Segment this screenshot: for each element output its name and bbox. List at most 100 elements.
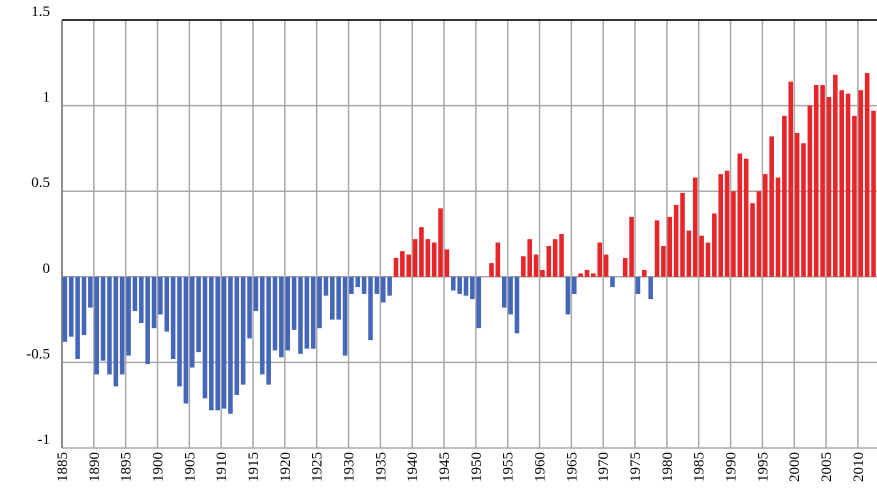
bar <box>189 276 195 368</box>
bar <box>648 276 653 300</box>
x-tick-label: 2005 <box>819 452 835 482</box>
bar <box>591 273 596 277</box>
x-tick-label: 1960 <box>533 452 549 482</box>
bar <box>431 242 437 277</box>
x-tick-label: 1915 <box>246 452 262 482</box>
bar <box>380 276 386 303</box>
bar <box>361 276 367 294</box>
x-tick-label: 1935 <box>373 452 389 482</box>
bar <box>177 276 182 387</box>
bar <box>578 273 583 277</box>
bar <box>126 276 131 356</box>
bar <box>597 242 603 277</box>
bar <box>762 174 768 277</box>
bar <box>692 177 698 277</box>
bar <box>406 254 412 277</box>
x-tick-label: 1980 <box>660 452 676 482</box>
x-tick-label: 1990 <box>724 452 740 482</box>
bar <box>355 276 361 288</box>
bar <box>769 136 774 277</box>
x-tick-label: 1995 <box>755 452 771 482</box>
bar <box>820 85 825 277</box>
bar <box>450 276 456 291</box>
bar <box>801 143 806 277</box>
y-tick-label: -1 <box>38 432 51 448</box>
bar <box>310 276 316 349</box>
bar <box>75 276 80 359</box>
bar <box>552 239 558 277</box>
bar <box>170 276 176 359</box>
bar <box>272 276 278 351</box>
bar <box>234 276 240 395</box>
bar <box>610 276 615 288</box>
bar <box>158 276 163 315</box>
bar <box>540 269 545 277</box>
x-tick-label: 1920 <box>278 452 294 482</box>
x-tick-label: 1940 <box>405 452 421 482</box>
bar <box>62 276 68 342</box>
x-tick-label: 1925 <box>310 452 326 482</box>
bar <box>546 245 552 277</box>
x-tick-label: 1900 <box>151 452 167 482</box>
bar <box>642 269 647 277</box>
bar <box>667 216 673 277</box>
bar <box>476 276 482 329</box>
bar <box>349 276 354 294</box>
x-tick-label: 2000 <box>787 452 803 482</box>
bar <box>342 276 348 356</box>
bar <box>209 276 214 411</box>
bar <box>336 276 341 320</box>
bar <box>151 276 157 329</box>
bar <box>266 276 271 385</box>
bar <box>673 204 679 277</box>
x-tick-label: 1965 <box>564 452 580 482</box>
bar <box>495 242 501 277</box>
bar <box>164 276 170 332</box>
bar <box>393 257 399 277</box>
x-tick-label: 1975 <box>628 452 644 482</box>
bar <box>508 276 513 315</box>
bar <box>635 276 641 294</box>
bar <box>412 239 418 277</box>
bar <box>750 203 755 277</box>
bar <box>304 276 310 349</box>
x-tick-label: 1905 <box>182 452 198 482</box>
bar <box>864 73 870 277</box>
bar <box>94 276 100 375</box>
bar <box>813 85 819 277</box>
bar <box>533 254 539 277</box>
bar <box>489 263 494 277</box>
bar <box>88 276 93 308</box>
bar <box>444 249 450 277</box>
bar <box>259 276 265 375</box>
bar <box>100 276 106 361</box>
bar <box>317 276 322 329</box>
bar <box>839 90 844 277</box>
x-tick-label: 1930 <box>342 452 358 482</box>
bar <box>743 158 749 277</box>
bar <box>470 276 475 300</box>
bar <box>240 276 246 385</box>
bar <box>756 191 762 277</box>
bar <box>374 276 380 294</box>
bar <box>565 276 571 315</box>
bar <box>514 276 520 334</box>
bar <box>228 276 233 414</box>
bar <box>712 213 717 277</box>
bar <box>521 256 526 277</box>
bar <box>775 177 781 277</box>
bar <box>253 276 259 312</box>
bar <box>438 208 443 277</box>
bar <box>527 239 532 277</box>
bar <box>788 81 794 277</box>
bar <box>291 276 297 330</box>
bar <box>852 115 857 277</box>
bar <box>826 97 832 277</box>
bar <box>871 110 876 277</box>
y-tick-label: 0 <box>43 261 51 277</box>
bar <box>298 276 303 354</box>
bar <box>584 269 590 277</box>
bar <box>113 276 119 387</box>
bar <box>705 242 711 277</box>
